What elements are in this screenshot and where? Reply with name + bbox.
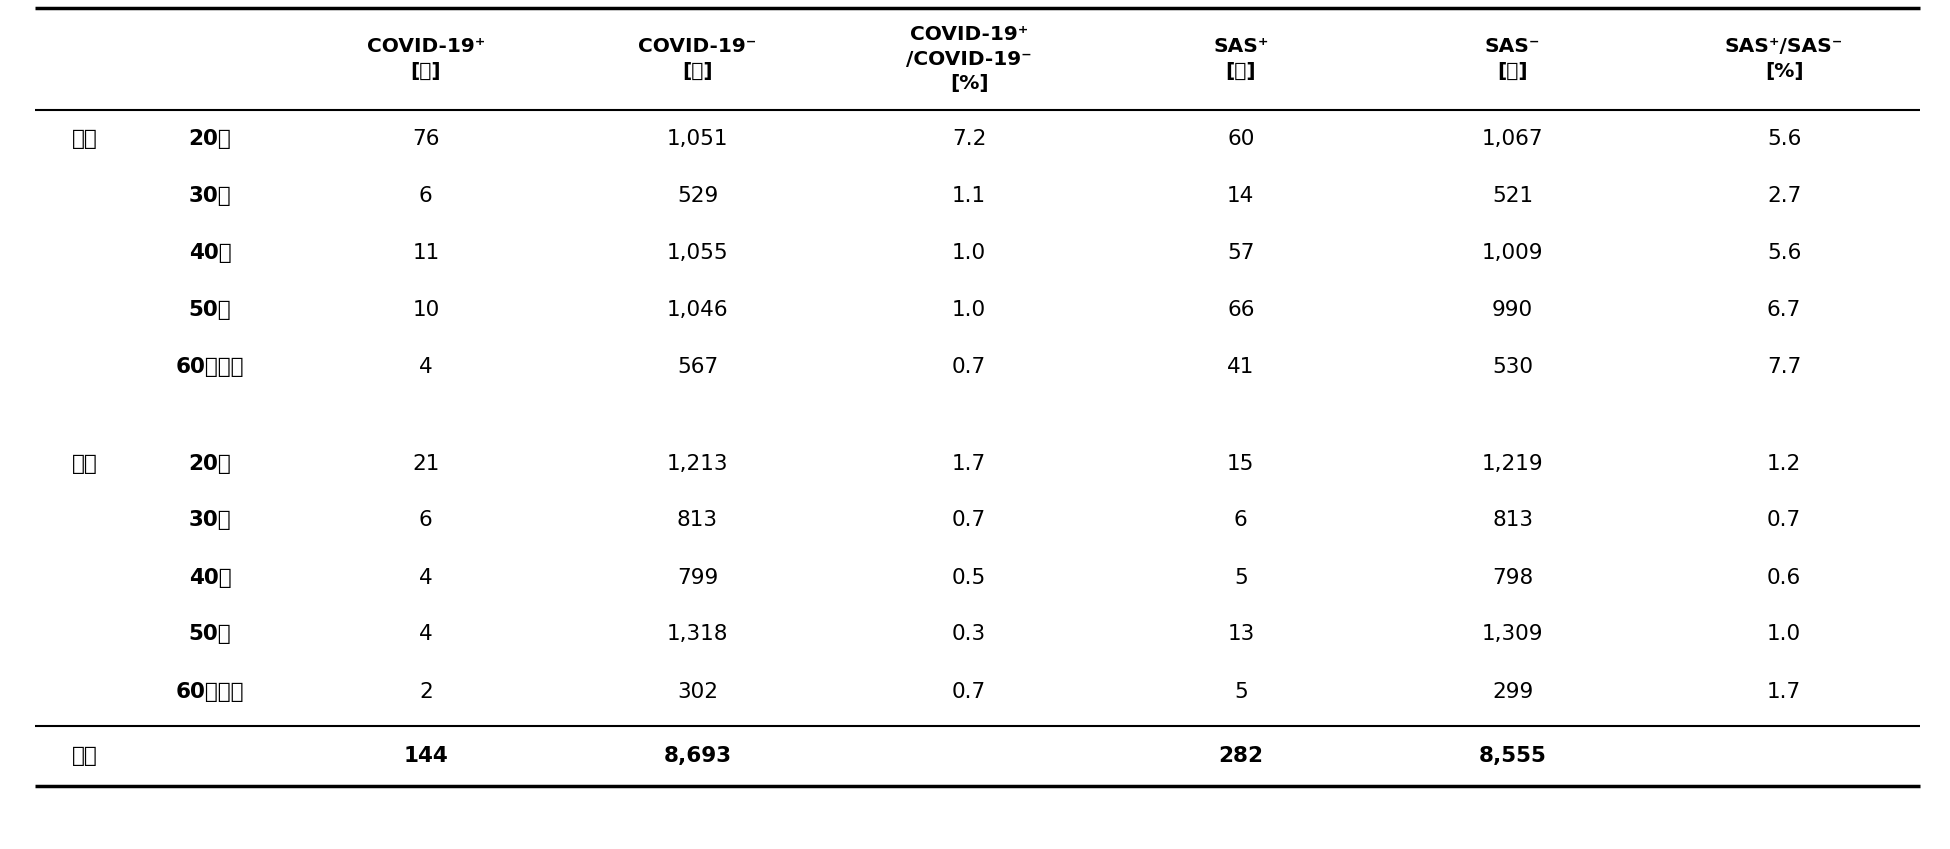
Text: 5.6: 5.6 [1767,128,1802,149]
Text: 1,318: 1,318 [667,625,727,644]
Text: 1,055: 1,055 [667,243,727,262]
Text: 302: 302 [677,682,718,701]
Text: 530: 530 [1492,357,1533,376]
Text: 4: 4 [419,625,433,644]
Text: 7.7: 7.7 [1767,357,1802,376]
Text: 60代以上: 60代以上 [176,357,244,376]
Text: 1.1: 1.1 [952,185,987,205]
Text: 299: 299 [1492,682,1533,701]
Text: 41: 41 [1227,357,1254,376]
Text: 8,555: 8,555 [1478,746,1546,766]
Text: 1,009: 1,009 [1482,243,1542,262]
Text: 282: 282 [1219,746,1264,766]
Text: 1.7: 1.7 [952,453,987,474]
Text: 10: 10 [411,300,439,319]
Text: 13: 13 [1227,625,1254,644]
Text: 2.7: 2.7 [1767,185,1802,205]
Text: 1,051: 1,051 [667,128,727,149]
Text: 50代: 50代 [189,300,232,319]
Text: 5: 5 [1234,682,1248,701]
Text: 1,219: 1,219 [1482,453,1542,474]
Text: 7.2: 7.2 [952,128,987,149]
Text: 30代: 30代 [189,185,232,205]
Text: 15: 15 [1227,453,1254,474]
Text: 2: 2 [419,682,433,701]
Text: 57: 57 [1227,243,1254,262]
Text: 0.7: 0.7 [1767,510,1802,531]
Text: COVID-19⁺
/COVID-19⁻
[%]: COVID-19⁺ /COVID-19⁻ [%] [907,25,1032,93]
Text: 521: 521 [1492,185,1533,205]
Text: 1,213: 1,213 [667,453,727,474]
Text: 529: 529 [677,185,718,205]
Text: 60代以上: 60代以上 [176,682,244,701]
Text: 50代: 50代 [189,625,232,644]
Text: 1,067: 1,067 [1482,128,1542,149]
Text: 40代: 40代 [189,243,232,262]
Text: 0.3: 0.3 [952,625,987,644]
Text: 14: 14 [1227,185,1254,205]
Text: SAS⁺/SAS⁻
[%]: SAS⁺/SAS⁻ [%] [1726,37,1843,81]
Text: 144: 144 [404,746,448,766]
Text: 1.2: 1.2 [1767,453,1802,474]
Text: COVID-19⁻
[人]: COVID-19⁻ [人] [638,37,757,81]
Text: SAS⁻
[人]: SAS⁻ [人] [1484,37,1540,81]
Text: 813: 813 [677,510,718,531]
Text: 990: 990 [1492,300,1533,319]
Text: 0.7: 0.7 [952,682,987,701]
Text: 11: 11 [411,243,439,262]
Text: 男性: 男性 [72,128,98,149]
Text: SAS⁺
[人]: SAS⁺ [人] [1213,37,1269,81]
Text: 60: 60 [1227,128,1254,149]
Text: 813: 813 [1492,510,1533,531]
Text: 1.7: 1.7 [1767,682,1802,701]
Text: 20代: 20代 [189,128,232,149]
Text: 女性: 女性 [72,453,98,474]
Text: 798: 798 [1492,567,1533,588]
Text: 1.0: 1.0 [952,300,987,319]
Text: 6.7: 6.7 [1767,300,1802,319]
Text: 66: 66 [1227,300,1254,319]
Text: 4: 4 [419,567,433,588]
Text: 1,309: 1,309 [1482,625,1542,644]
Text: 0.6: 0.6 [1767,567,1802,588]
Text: 8,693: 8,693 [663,746,731,766]
Text: 0.7: 0.7 [952,357,987,376]
Text: 6: 6 [419,510,433,531]
Text: 1.0: 1.0 [952,243,987,262]
Text: 1,046: 1,046 [667,300,727,319]
Text: 76: 76 [411,128,439,149]
Text: 30代: 30代 [189,510,232,531]
Text: 21: 21 [411,453,439,474]
Text: 4: 4 [419,357,433,376]
Text: 5.6: 5.6 [1767,243,1802,262]
Text: 6: 6 [1234,510,1248,531]
Text: 1.0: 1.0 [1767,625,1802,644]
Text: 40代: 40代 [189,567,232,588]
Text: COVID-19⁺
[人]: COVID-19⁺ [人] [367,37,486,81]
Text: 799: 799 [677,567,718,588]
Text: 0.5: 0.5 [952,567,987,588]
Text: 全体: 全体 [72,746,98,766]
Text: 567: 567 [677,357,718,376]
Text: 5: 5 [1234,567,1248,588]
Text: 6: 6 [419,185,433,205]
Text: 20代: 20代 [189,453,232,474]
Text: 0.7: 0.7 [952,510,987,531]
